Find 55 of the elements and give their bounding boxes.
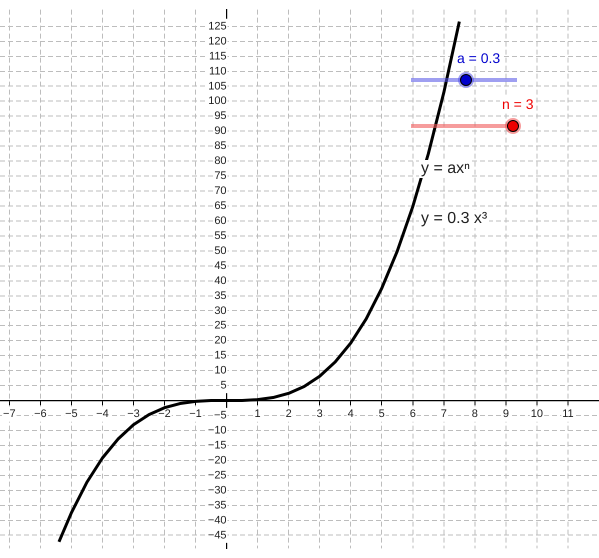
y-tick-label: 110 xyxy=(209,65,227,78)
y-tick-label: −10 xyxy=(208,424,227,436)
x-tick-label: −3 xyxy=(127,408,140,420)
x-tick-label: −2 xyxy=(158,408,171,420)
x-tick-label: −1 xyxy=(189,408,202,420)
x-tick-label: 1 xyxy=(254,408,261,420)
y-tick-label: 50 xyxy=(214,244,227,257)
y-tick-label: 45 xyxy=(214,260,227,272)
x-tick-label: 7 xyxy=(440,408,447,420)
y-tick-label: 5 xyxy=(220,380,227,392)
annotation: n = 3 xyxy=(500,96,536,112)
x-tick-label: −7 xyxy=(3,408,16,420)
x-tick-label: 10 xyxy=(530,408,544,420)
y-tick-label: −45 xyxy=(208,529,227,542)
y-tick-label: 10 xyxy=(214,364,227,377)
x-tick-label: 6 xyxy=(410,408,416,420)
x-tick-label: 9 xyxy=(502,408,509,420)
annotation: y = axⁿ xyxy=(419,160,472,178)
y-tick-label: 65 xyxy=(214,200,227,212)
y-tick-label: 70 xyxy=(214,185,227,198)
x-tick-label: 11 xyxy=(562,408,574,420)
y-tick-label: 115 xyxy=(209,50,227,62)
y-tick-label: 95 xyxy=(214,110,227,122)
y-tick-label: 30 xyxy=(214,304,227,317)
annotation: a = 0.3 xyxy=(455,50,502,66)
y-tick-label: −35 xyxy=(208,499,227,512)
y-tick-label: 125 xyxy=(208,20,227,32)
x-tick-label: 8 xyxy=(472,408,478,420)
y-tick-label: −25 xyxy=(208,469,227,482)
y-tick-label: 100 xyxy=(208,95,227,108)
x-tick-label: −5 xyxy=(65,408,78,420)
y-tick-label: 75 xyxy=(214,170,227,182)
annotation: y = 0.3 x³ xyxy=(419,210,490,228)
y-tick-label: −40 xyxy=(208,514,227,526)
x-tick-label: −4 xyxy=(96,408,109,420)
y-tick-label: 55 xyxy=(214,230,227,242)
y-tick-label: 90 xyxy=(214,125,227,138)
y-tick-label: 40 xyxy=(214,274,227,287)
y-tick-label: 35 xyxy=(214,290,227,302)
y-tick-label: 25 xyxy=(214,320,227,332)
y-tick-label: 20 xyxy=(214,334,227,347)
x-tick-label: 4 xyxy=(348,408,354,420)
y-tick-label: −15 xyxy=(208,439,227,452)
y-tick-label: 15 xyxy=(214,350,227,362)
y-tick-label: 60 xyxy=(214,214,227,227)
y-tick-label: 85 xyxy=(214,140,227,152)
y-tick-label: −20 xyxy=(208,454,227,466)
y-tick-label: 80 xyxy=(214,155,227,168)
x-tick-label: −6 xyxy=(34,408,47,420)
x-tick-label: 5 xyxy=(378,408,385,420)
x-tick-label: 2 xyxy=(286,408,292,420)
x-tick-label: 3 xyxy=(316,408,323,420)
y-tick-label: 120 xyxy=(208,35,227,48)
y-tick-label: −30 xyxy=(208,484,227,496)
y-tick-label: 105 xyxy=(208,80,227,92)
